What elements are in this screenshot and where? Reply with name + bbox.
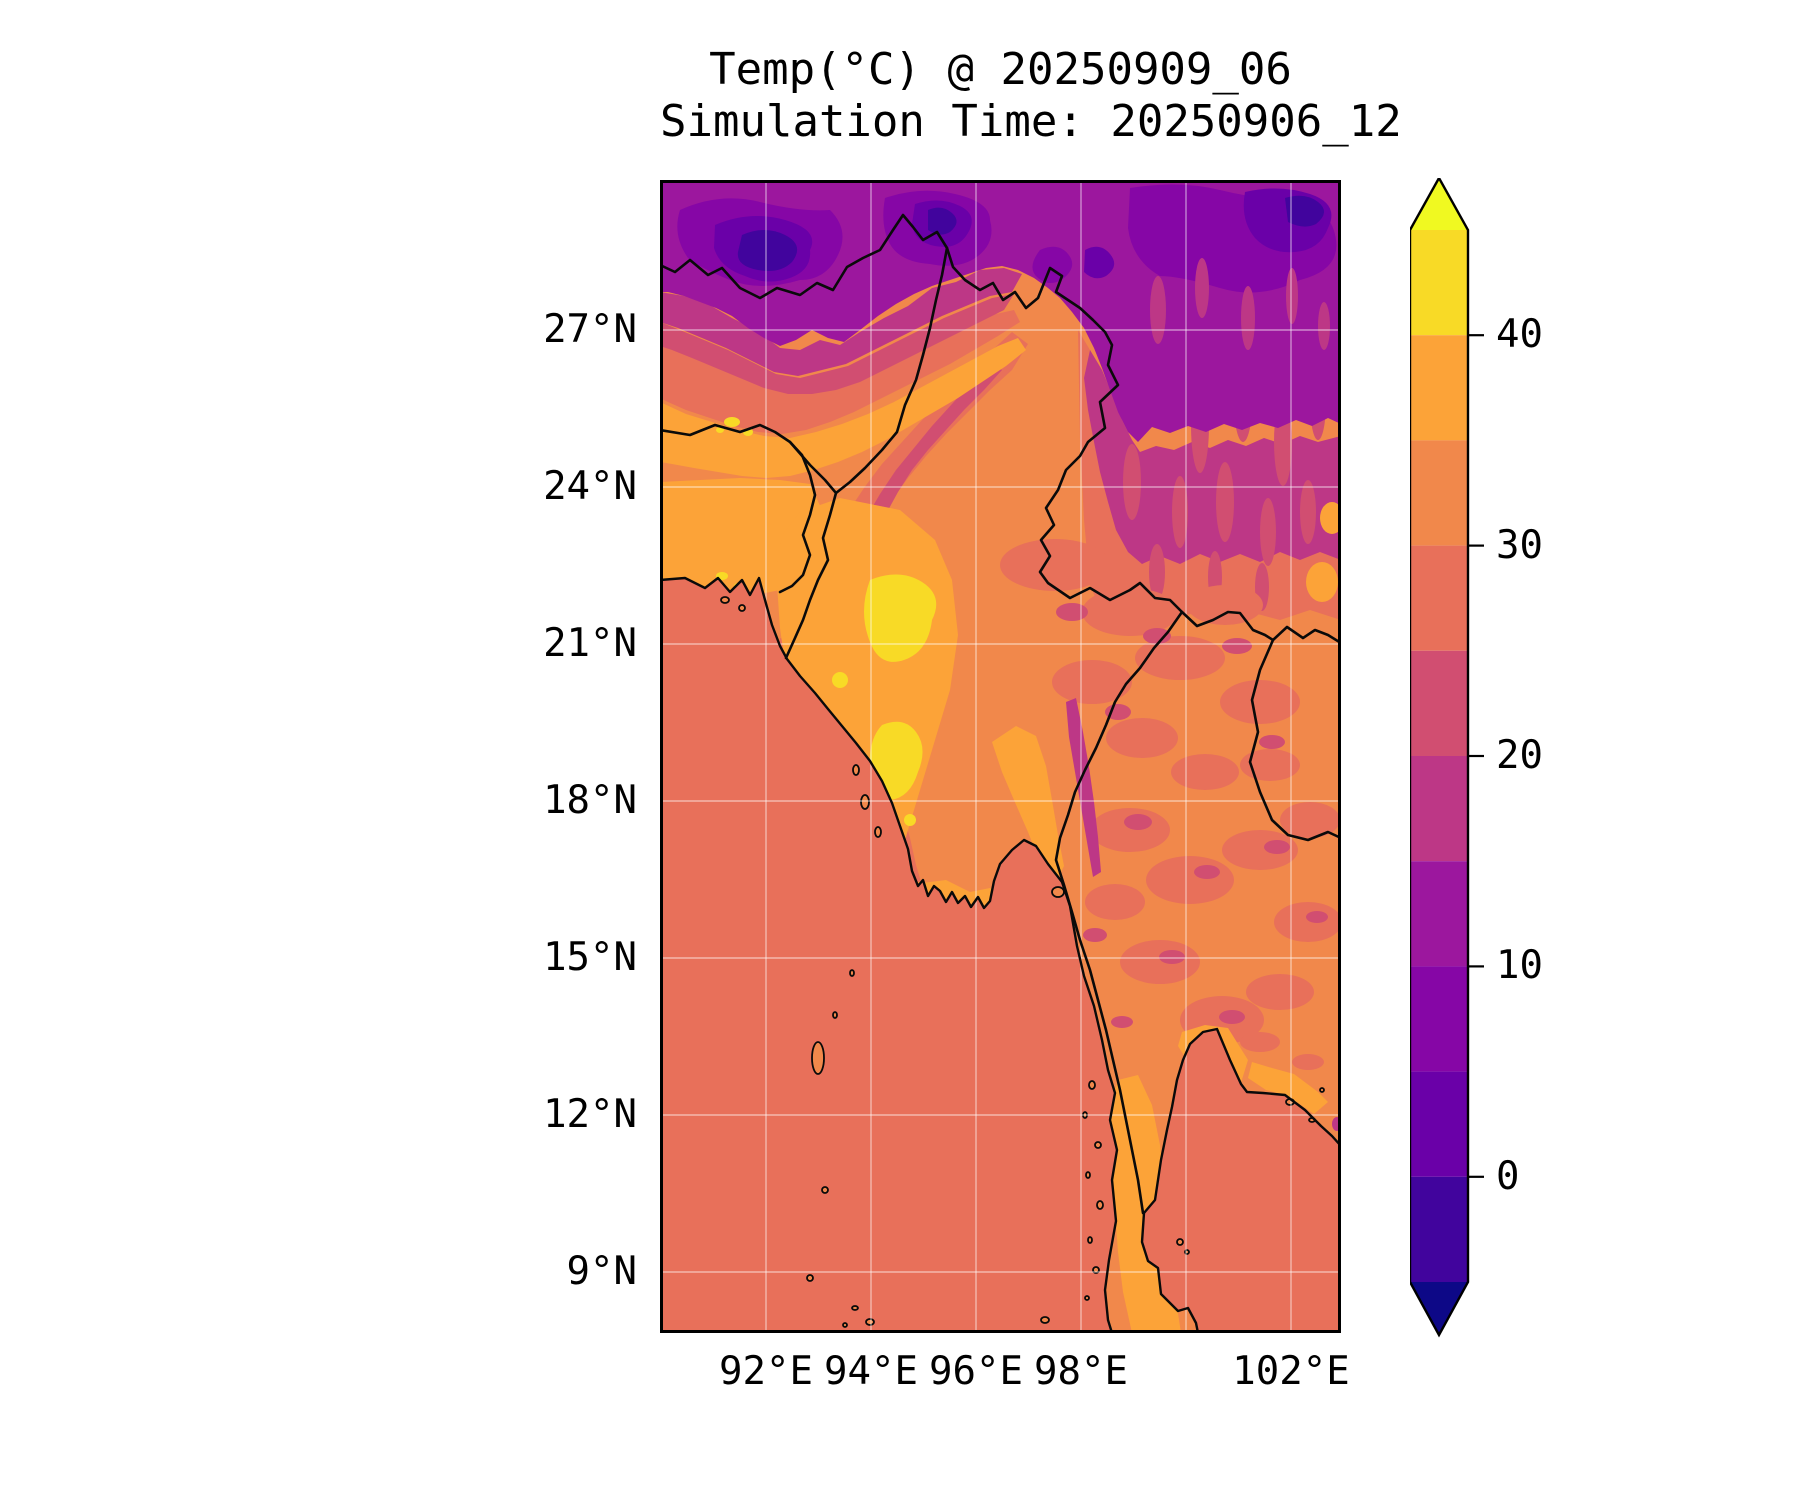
border-india-myanmar <box>784 246 949 660</box>
cb-seg-5-10 <box>1410 966 1468 1072</box>
border-laos-thailand <box>1248 638 1341 842</box>
plot-title-line1: Temp(°C) @ 20250909_06 <box>709 44 1292 95</box>
cb-seg-20-25 <box>1410 650 1468 756</box>
map-frame <box>660 180 1341 1333</box>
cb-label-0: 0 <box>1496 1154 1520 1199</box>
field-salween-magenta-streak <box>1066 698 1101 877</box>
cb-label-30: 30 <box>1496 523 1543 568</box>
cb-seg-40-45 <box>1410 230 1468 336</box>
colorbar <box>1410 178 1484 1338</box>
cb-seg-10-15 <box>1410 861 1468 967</box>
shan-east-25-30-patches <box>1000 539 1341 1070</box>
field-north-pink-band <box>660 294 1014 394</box>
border-himalaya-china <box>660 213 1341 645</box>
cb-label-10: 10 <box>1496 943 1543 988</box>
colorbar-ticks <box>1468 334 1484 1178</box>
cb-seg-0-5 <box>1410 1071 1468 1177</box>
lat-label-18n: 18°N <box>543 778 637 823</box>
plot-title: Temp(°C) @ 20250909_06 Simulation Time: … <box>660 44 1402 148</box>
cb-seg-15-20 <box>1410 756 1468 862</box>
ne-top-magenta-streaks <box>1150 258 1330 350</box>
field-north-magenta-band <box>660 268 1022 376</box>
lon-label-94e: 94°E <box>824 1349 918 1394</box>
cb-seg-25-30 <box>1410 545 1468 651</box>
sea-bay-of-bengal <box>660 578 1117 1333</box>
lat-label-27n: 27°N <box>543 307 637 352</box>
lat-label-15n: 15°N <box>543 935 637 980</box>
cb-seg-35-40 <box>1410 335 1468 441</box>
lat-label-12n: 12°N <box>543 1092 637 1137</box>
colorbar-under-arrow <box>1410 1282 1468 1335</box>
lat-label-9n: 9°N <box>566 1249 637 1294</box>
plot-title-line2: Simulation Time: 20250906_12 <box>660 96 1402 147</box>
cb-label-20: 20 <box>1496 733 1543 778</box>
gridlines <box>660 180 1341 1333</box>
cb-seg-30-35 <box>1410 440 1468 546</box>
lat-label-24n: 24°N <box>543 464 637 509</box>
border-bangladesh-north <box>660 423 817 594</box>
border-tripura-spur <box>788 440 838 495</box>
lat-label-21n: 21°N <box>543 621 637 666</box>
cb-label-40: 40 <box>1496 312 1543 357</box>
coastlines <box>660 576 1341 1333</box>
himalaya-minus5-0-blobs <box>737 195 1325 271</box>
lon-label-96e: 96°E <box>929 1349 1023 1394</box>
temperature-map <box>660 180 1341 1333</box>
colorbar-outline <box>1410 178 1470 1338</box>
lon-label-102e: 102°E <box>1232 1349 1350 1394</box>
border-myanmar-thailand <box>1054 610 1184 1215</box>
lon-label-92e: 92°E <box>719 1349 813 1394</box>
country-borders <box>660 213 1341 1215</box>
lon-label-98e: 98°E <box>1034 1349 1128 1394</box>
field-ne-magenta-15-20 <box>1084 350 1341 564</box>
cb-seg-m5-0 <box>1410 1176 1468 1282</box>
colorbar-over-arrow <box>1410 178 1468 230</box>
